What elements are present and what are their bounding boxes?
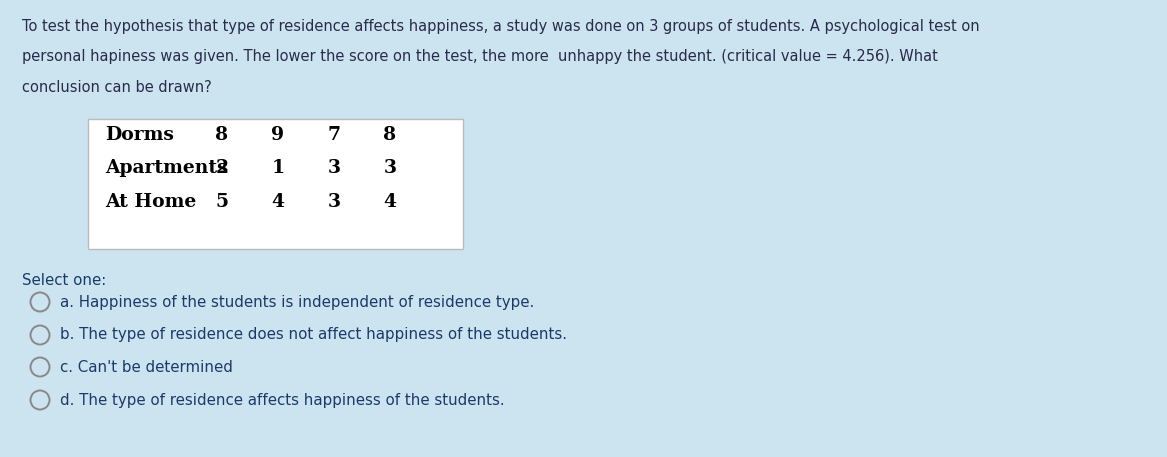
Text: Dorms: Dorms <box>105 126 174 144</box>
Text: 2: 2 <box>216 159 229 177</box>
Text: At Home: At Home <box>105 193 196 211</box>
FancyBboxPatch shape <box>88 119 463 249</box>
Text: 1: 1 <box>272 159 285 177</box>
Text: Apartments: Apartments <box>105 159 228 177</box>
Text: personal hapiness was given. The lower the score on the test, the more  unhappy : personal hapiness was given. The lower t… <box>22 49 938 64</box>
Text: To test the hypothesis that type of residence affects happiness, a study was don: To test the hypothesis that type of resi… <box>22 19 979 34</box>
Text: 7: 7 <box>328 126 341 144</box>
Text: 8: 8 <box>384 126 397 144</box>
Text: Select one:: Select one: <box>22 273 106 288</box>
Text: 5: 5 <box>216 193 229 211</box>
Text: b. The type of residence does not affect happiness of the students.: b. The type of residence does not affect… <box>60 328 567 342</box>
Circle shape <box>30 357 49 377</box>
Circle shape <box>30 292 49 312</box>
Text: 9: 9 <box>272 126 285 144</box>
Text: conclusion can be drawn?: conclusion can be drawn? <box>22 80 211 95</box>
Text: c. Can't be determined: c. Can't be determined <box>60 360 233 374</box>
Text: 4: 4 <box>272 193 285 211</box>
Text: 8: 8 <box>216 126 229 144</box>
Text: a. Happiness of the students is independent of residence type.: a. Happiness of the students is independ… <box>60 294 534 309</box>
Circle shape <box>30 390 49 409</box>
Text: 3: 3 <box>328 159 341 177</box>
Text: d. The type of residence affects happiness of the students.: d. The type of residence affects happine… <box>60 393 504 408</box>
Circle shape <box>30 325 49 345</box>
Text: 3: 3 <box>328 193 341 211</box>
Text: 4: 4 <box>384 193 397 211</box>
Text: 3: 3 <box>384 159 397 177</box>
